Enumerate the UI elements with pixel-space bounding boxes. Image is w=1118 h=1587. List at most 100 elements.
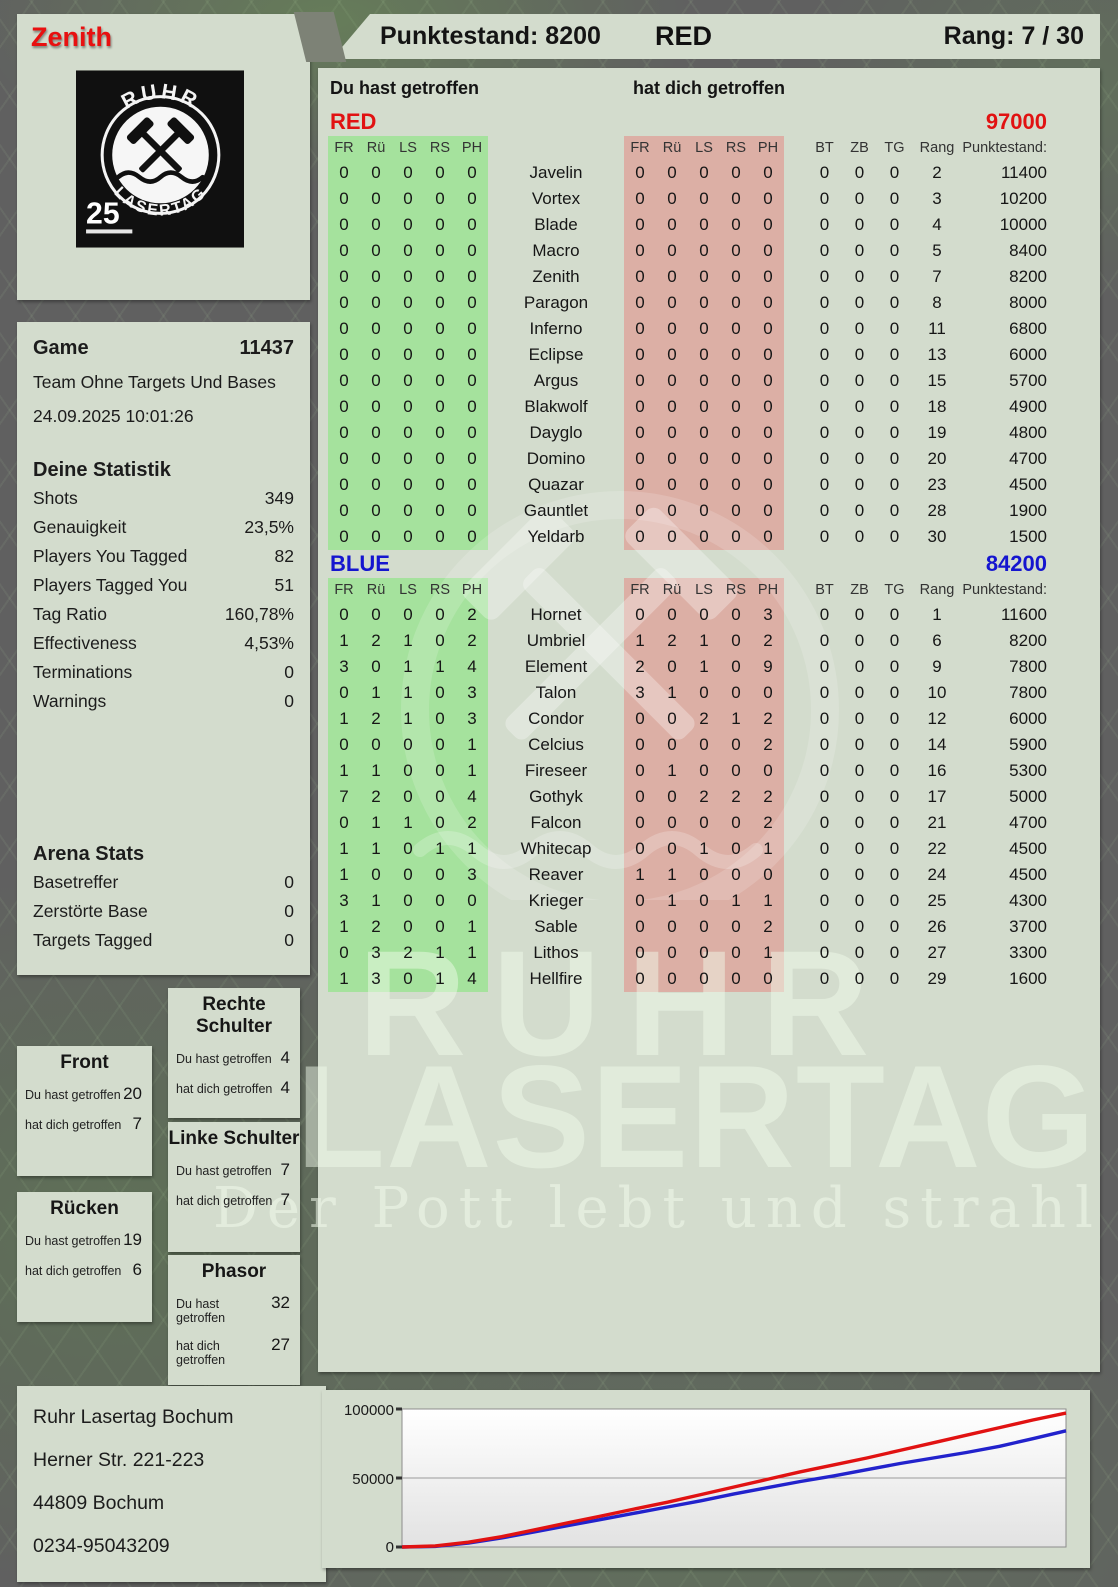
player-name: Condor [528, 709, 584, 728]
score-header: Punktestand: 8200 RED Rang: 7 / 30 [332, 14, 1100, 59]
hit-you-block [624, 578, 784, 992]
player-name: Hellfire [529, 969, 583, 988]
player-row: 0 0 0 0 0 Blakwolf 0 0 0 0 0 0 0 0 18 4900 [339, 397, 1047, 416]
bodypart-front: Front Du hast getroffen 20 hat dich getroff… [17, 1046, 152, 1176]
player-name: Eclipse [528, 345, 584, 364]
player-name: Celcius [528, 735, 584, 754]
player-row: 7 2 0 0 4 Gothyk 0 0 2 2 2 0 0 0 17 5000 [339, 787, 1047, 806]
logo-badge: 25 [86, 197, 120, 230]
player-name: Lithos [533, 943, 579, 962]
header-score: Punktestand: 8200 [380, 22, 601, 50]
player-row: 1 2 1 0 2 Umbriel 1 2 1 0 2 0 0 0 6 8200 [339, 631, 1047, 650]
player-name: Hornet [530, 605, 582, 624]
bodypart-linke-schulter: Linke Schulter Du hast getroffen 7 hat dich… [168, 1122, 300, 1252]
player-row: 0 1 1 0 3 Talon 3 1 0 0 0 0 0 0 10 7800 [339, 683, 1047, 702]
player-row: 1 1 0 1 1 Whitecap 0 0 1 0 1 0 0 0 22 4500 [339, 839, 1047, 858]
game-mode: Team Ohne Targets Und Bases [33, 372, 276, 392]
table-rows: 0 0 0 0 0 Javelin 0 0 0 0 0 0 0 0 2 11400 0 0 0 0 0 Vortex 0 0 0… [318, 160, 1100, 550]
player-row: 0 0 0 0 0 Domino 0 0 0 0 0 0 0 0 20 4700 [339, 449, 1047, 468]
player-row: 0 0 0 0 0 Eclipse 0 0 0 0 0 0 0 0 13 6000 [339, 345, 1047, 364]
header-rank: Rang: 7 / 30 [943, 22, 1084, 50]
bodypart-got-row: hat dich getroffen 7 [176, 1190, 290, 1209]
ytick-50000: 50000 [352, 1471, 394, 1488]
player-row: 0 0 0 0 2 Hornet 0 0 0 0 3 0 0 0 1 11600 [339, 605, 1047, 624]
stat-row: Zerstörte Base 0 [33, 901, 294, 921]
player-row: 0 0 0 0 0 Macro 0 0 0 0 0 0 0 0 5 8400 [339, 241, 1047, 260]
you-hit-header: Du hast getroffen [330, 78, 480, 98]
game-info-panel: Game 11437 Team Ohne Targets Und Bases 2… [17, 322, 310, 975]
table-head-row: FR Rü LS RS PH FR Rü LS RS PH BT ZB TG Rang Punktestan… [334, 140, 1047, 156]
hit-you-block [624, 136, 784, 550]
venue-street: Herner Str. 221-223 [33, 1449, 205, 1471]
player-name: Paragon [523, 293, 589, 312]
player-name: Quazar [528, 475, 584, 494]
bodypart-got-row: hat dich getroffen 27 [176, 1335, 290, 1367]
stat-row: Effectiveness 4,53% [33, 633, 294, 653]
player-row: 0 0 0 0 0 Yeldarb 0 0 0 0 0 0 0 0 30 1500 [339, 527, 1047, 546]
player-row: 0 0 0 0 0 Inferno 0 0 0 0 0 0 0 0 11 6800 [339, 319, 1047, 338]
player-name: Yeldarb [527, 527, 585, 546]
bodypart-phasor: Phasor Du hast getroffen 32 hat dich getrof… [168, 1255, 300, 1385]
player-name: Gauntlet [523, 501, 589, 520]
player-name: Blakwolf [524, 397, 588, 416]
table-column-headers: Du hast getroffen hat dich getroffen [318, 78, 1100, 108]
player-row: 0 1 1 0 2 Falcon 0 0 0 0 2 0 0 0 21 4700 [339, 813, 1047, 832]
team-name: BLUE [330, 551, 390, 576]
player-name: Argus [533, 371, 579, 390]
player-name: Krieger [528, 891, 584, 910]
team-header: RED 97000 [318, 108, 1100, 136]
team-score: 97000 [985, 109, 1047, 134]
bodypart-title: Rücken [50, 1198, 119, 1219]
table-head-row: FR Rü LS RS PH FR Rü LS RS PH BT ZB TG Rang Punktestan… [334, 582, 1047, 598]
player-name: Element [524, 657, 588, 676]
bodypart-title: Phasor [201, 1261, 267, 1282]
player-name: Umbriel [526, 631, 586, 650]
score-line-chart: 100000 50000 0 [344, 1402, 1067, 1556]
stat-row: Shots 349 [33, 488, 294, 508]
player-name: Vortex [531, 189, 581, 208]
player-row: 1 0 0 0 3 Reaver 1 1 0 0 0 0 0 0 24 4500 [339, 865, 1047, 884]
bodypart-title: Rechte Schulter [195, 994, 273, 1037]
player-name: Macro [532, 241, 580, 260]
bodypart-got-row: hat dich getroffen 4 [176, 1078, 290, 1097]
player-row: 1 3 0 1 4 Hellfire 0 0 0 0 0 0 0 0 29 1600 [339, 969, 1047, 988]
player-name: Gothyk [529, 787, 583, 806]
game-datetime: 24.09.2025 10:01:26 [33, 406, 194, 426]
player-row: 0 3 2 1 1 Lithos 0 0 0 0 1 0 0 0 27 3300 [339, 943, 1047, 962]
you-hit-block [328, 136, 488, 550]
player-name: Dayglo [529, 423, 583, 442]
player-name: Domino [526, 449, 586, 468]
player-row: 0 0 0 0 0 Javelin 0 0 0 0 0 0 0 0 2 11400 [339, 163, 1047, 182]
player-row: 0 0 0 0 0 Vortex 0 0 0 0 0 0 0 0 3 10200 [339, 189, 1047, 208]
footer-address-panel: Ruhr Lasertag Bochum Herner Str. 221-223… [17, 1386, 326, 1582]
bodypart-hit-row: Du hast getroffen 32 [176, 1293, 290, 1325]
arena-stats-title: Arena Stats [33, 843, 145, 865]
bodypart-title: Front [60, 1052, 109, 1073]
player-row: 3 0 1 1 4 Element 2 0 1 0 9 0 0 0 9 7800 [339, 657, 1047, 676]
player-row: 1 1 0 0 1 Fireseer 0 1 0 0 0 0 0 0 16 5300 [339, 761, 1047, 780]
bodypart-hit-row: Du hast getroffen 20 [25, 1084, 142, 1103]
ytick-0: 0 [386, 1539, 394, 1556]
player-row: 0 0 0 0 0 Paragon 0 0 0 0 0 0 0 0 8 8000 [339, 293, 1047, 312]
stat-row: Basetreffer 0 [33, 872, 294, 892]
player-row: 0 0 0 0 0 Gauntlet 0 0 0 0 0 0 0 0 28 1900 [339, 501, 1047, 520]
bodypart-hit-row: Du hast getroffen 19 [25, 1230, 142, 1249]
player-row: 0 0 0 0 0 Quazar 0 0 0 0 0 0 0 0 23 4500 [339, 475, 1047, 494]
ytick-100000: 100000 [344, 1402, 394, 1419]
red-team-line [401, 1411, 1067, 1549]
bodypart-rechte-schulter: Rechte Schulter Du hast getroffen 4 hat dic… [168, 988, 300, 1118]
hit-you-header: hat dich getroffen [633, 78, 785, 98]
team-table-red: RED 97000 FR Rü LS RS PH FR Rü LS RS PH BT ZB TG Rang… [318, 108, 1100, 550]
player-row: 3 1 0 0 0 Krieger 0 1 0 1 1 0 0 0 25 4300 [339, 891, 1047, 910]
stat-row: Terminations 0 [33, 662, 294, 682]
player-row: 0 0 0 0 0 Zenith 0 0 0 0 0 0 0 0 7 8200 [339, 267, 1047, 286]
player-row: 0 0 0 0 0 Argus 0 0 0 0 0 0 0 0 15 5700 [339, 371, 1047, 390]
bodypart-hit-row: Du hast getroffen 4 [176, 1048, 290, 1067]
page-title: Zenith [31, 22, 112, 52]
bodypart-got-row: hat dich getroffen 6 [25, 1260, 142, 1279]
stat-row: Genauigkeit 23,5% [33, 517, 294, 537]
player-row: 1 2 0 0 1 Sable 0 0 0 0 2 0 0 0 26 3700 [339, 917, 1047, 936]
team-header: BLUE 84200 [318, 550, 1100, 578]
player-row: 0 0 0 0 1 Celcius 0 0 0 0 2 0 0 0 14 5900 [339, 735, 1047, 754]
